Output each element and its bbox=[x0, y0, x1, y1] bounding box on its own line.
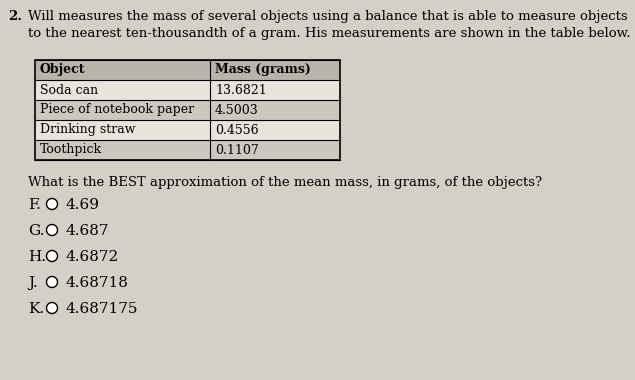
Circle shape bbox=[46, 198, 58, 209]
Bar bbox=[35, 60, 340, 160]
Text: to the nearest ten-thousandth of a gram. His measurements are shown in the table: to the nearest ten-thousandth of a gram.… bbox=[28, 27, 631, 40]
Text: K.: K. bbox=[28, 302, 44, 316]
Text: 4.68718: 4.68718 bbox=[65, 276, 128, 290]
Text: J.: J. bbox=[28, 276, 37, 290]
Bar bbox=[35, 100, 340, 120]
Circle shape bbox=[46, 225, 58, 236]
Text: H.: H. bbox=[28, 250, 46, 264]
Text: What is the BEST approximation of the mean mass, in grams, of the objects?: What is the BEST approximation of the me… bbox=[28, 176, 542, 189]
Text: 4.5003: 4.5003 bbox=[215, 103, 258, 117]
Circle shape bbox=[46, 302, 58, 314]
Text: Soda can: Soda can bbox=[40, 84, 98, 97]
Text: 0.4556: 0.4556 bbox=[215, 124, 258, 136]
Text: 2.: 2. bbox=[8, 10, 22, 23]
Text: Mass (grams): Mass (grams) bbox=[215, 63, 311, 76]
Text: F.: F. bbox=[28, 198, 41, 212]
Text: 13.6821: 13.6821 bbox=[215, 84, 267, 97]
Text: 4.69: 4.69 bbox=[65, 198, 99, 212]
Bar bbox=[35, 120, 340, 140]
Bar bbox=[35, 60, 340, 80]
Circle shape bbox=[46, 250, 58, 261]
Text: Piece of notebook paper: Piece of notebook paper bbox=[40, 103, 194, 117]
Text: Object: Object bbox=[40, 63, 86, 76]
Text: 0.1107: 0.1107 bbox=[215, 144, 258, 157]
Text: 4.687175: 4.687175 bbox=[65, 302, 138, 316]
Text: Toothpick: Toothpick bbox=[40, 144, 102, 157]
Circle shape bbox=[46, 277, 58, 288]
Bar bbox=[35, 140, 340, 160]
Text: Drinking straw: Drinking straw bbox=[40, 124, 135, 136]
Bar bbox=[35, 80, 340, 100]
Text: G.: G. bbox=[28, 224, 44, 238]
Text: Will measures the mass of several objects using a balance that is able to measur: Will measures the mass of several object… bbox=[28, 10, 627, 23]
Text: 4.6872: 4.6872 bbox=[65, 250, 118, 264]
Text: 4.687: 4.687 bbox=[65, 224, 109, 238]
